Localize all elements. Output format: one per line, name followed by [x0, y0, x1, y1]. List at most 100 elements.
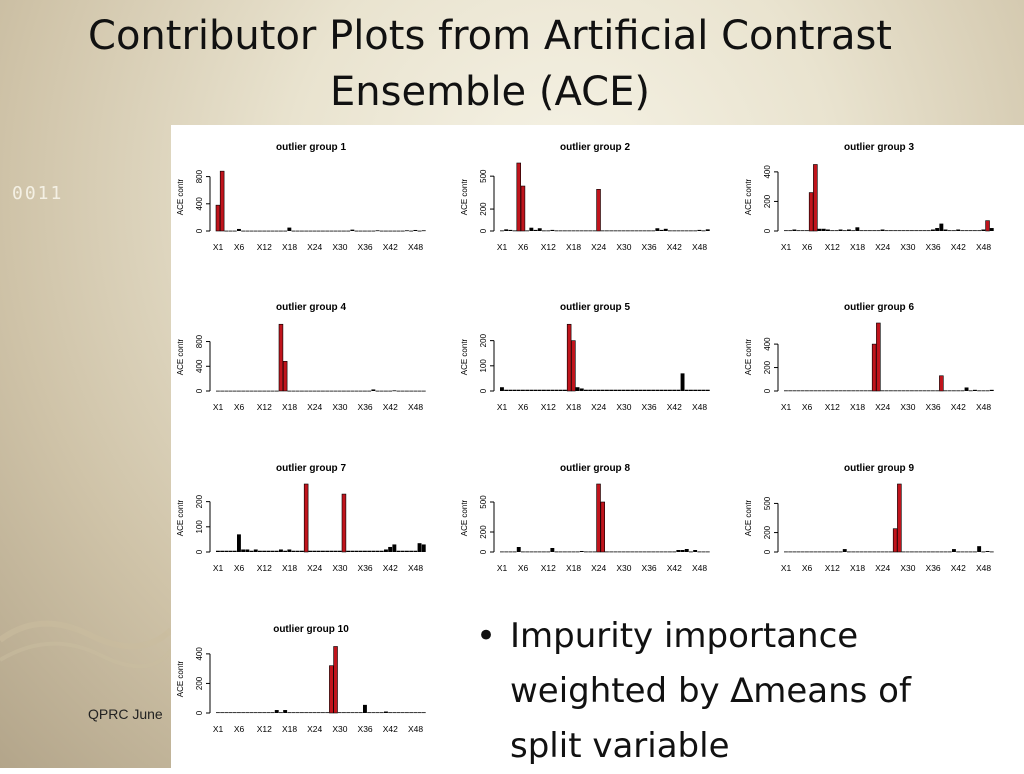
y-tick-label: 200 [195, 494, 204, 508]
bar-X41 [668, 389, 672, 391]
footer-text: QPRC June [88, 706, 163, 722]
bar-X25 [884, 230, 889, 232]
bar-X43 [392, 712, 397, 714]
x-tick-label: X42 [383, 724, 398, 734]
chart-2: outlier group 2 ACE contr 0 200 500 X1 X6 X12 X1… [460, 142, 710, 252]
bar-X49 [417, 390, 422, 392]
y-axis-label: ACE contr [744, 178, 753, 215]
bar-X35 [358, 390, 363, 392]
bar-X24 [312, 712, 317, 714]
bar-X3 [508, 229, 513, 231]
bar-X7 [809, 390, 814, 392]
bar-X26 [321, 230, 325, 232]
bar-X47 [693, 230, 698, 232]
bar-X22 [303, 483, 309, 553]
x-tick-label: X36 [358, 563, 373, 573]
bar-X4 [512, 230, 517, 232]
bar-X30 [905, 230, 910, 232]
bar-X20 [295, 712, 300, 714]
bar-X9 [533, 389, 538, 391]
bar-X4 [796, 390, 801, 392]
bar-X46 [689, 230, 693, 232]
chart-title: outlier group 2 [560, 142, 630, 153]
bar-X38 [939, 551, 944, 553]
bar-X19 [859, 390, 864, 392]
x-tick-label: X48 [976, 402, 991, 412]
bar-X43 [676, 230, 681, 232]
y-tick-label: 200 [479, 202, 488, 216]
bar-X32 [914, 230, 919, 232]
bar-X49 [701, 389, 706, 391]
bar-X15 [842, 549, 847, 552]
bar-X13 [834, 230, 839, 232]
bar-X50 [989, 551, 994, 553]
x-tick-label: X1 [213, 724, 224, 734]
bar-X33 [350, 550, 355, 552]
bar-X25 [884, 551, 889, 553]
x-tick-label: X42 [667, 242, 682, 252]
bar-X14 [554, 230, 559, 232]
bar-X18 [855, 227, 860, 231]
bar-X38 [939, 223, 944, 231]
bar-X15 [842, 230, 847, 232]
x-tick-label: X1 [497, 242, 508, 252]
bar-X31 [342, 712, 346, 714]
x-tick-label: X36 [358, 242, 373, 252]
bar-X33 [634, 230, 639, 232]
bar-X5 [232, 712, 237, 714]
x-tick-label: X24 [307, 563, 322, 573]
bar-X15 [274, 390, 279, 392]
bar-X18 [571, 230, 576, 232]
y-axis-label: ACE contr [176, 338, 185, 375]
x-tick-label: X48 [692, 402, 707, 412]
bar-X20 [295, 230, 300, 232]
bar-X29 [333, 390, 338, 392]
bar-X13 [266, 230, 271, 232]
bar-X15 [558, 230, 563, 232]
bar-X50 [421, 544, 426, 552]
bar-X14 [554, 389, 559, 391]
bar-X28 [613, 551, 618, 553]
bar-X29 [617, 230, 622, 232]
x-tick-label: X42 [951, 242, 966, 252]
bar-X49 [417, 543, 422, 552]
x-tick-label: X30 [616, 402, 631, 412]
bar-X25 [316, 712, 321, 714]
x-tick-label: X6 [518, 402, 529, 412]
y-axis-label: ACE contr [744, 499, 753, 536]
x-tick-label: X24 [875, 402, 890, 412]
bar-X29 [617, 389, 622, 391]
bar-X22 [304, 712, 309, 714]
bar-X17 [566, 323, 572, 392]
bar-X42 [388, 390, 393, 392]
bar-X19 [291, 712, 296, 714]
y-tick-label: 0 [195, 710, 204, 715]
x-tick-label: X24 [591, 563, 606, 573]
y-tick-label: 200 [479, 525, 488, 539]
x-tick-label: X30 [332, 402, 347, 412]
chart-title: outlier group 5 [560, 302, 630, 313]
x-tick-label: X36 [926, 402, 941, 412]
x-tick-label: X6 [802, 402, 813, 412]
bar-X11 [542, 389, 546, 391]
bar-X35 [926, 390, 931, 392]
x-tick-label: X1 [213, 563, 224, 573]
bar-X6 [237, 712, 241, 714]
bar-X4 [228, 390, 233, 392]
chart-7: outlier group 7 ACE contr 0 100 200 X1 X6 X12 X1… [176, 463, 426, 573]
x-tick-label: X24 [307, 724, 322, 734]
bar-X39 [375, 390, 380, 392]
bar-X34 [354, 390, 359, 392]
x-tick-label: X6 [234, 242, 245, 252]
x-tick-label: X30 [616, 242, 631, 252]
bar-X40 [379, 550, 384, 552]
bar-X1 [215, 204, 221, 232]
bar-X17 [851, 551, 856, 553]
bar-X26 [605, 551, 609, 553]
bar-X47 [693, 550, 698, 552]
bar-X49 [701, 551, 706, 553]
bar-X46 [973, 389, 977, 391]
bar-X7 [241, 230, 246, 232]
bar-X34 [638, 389, 643, 391]
bar-X31 [910, 230, 914, 232]
